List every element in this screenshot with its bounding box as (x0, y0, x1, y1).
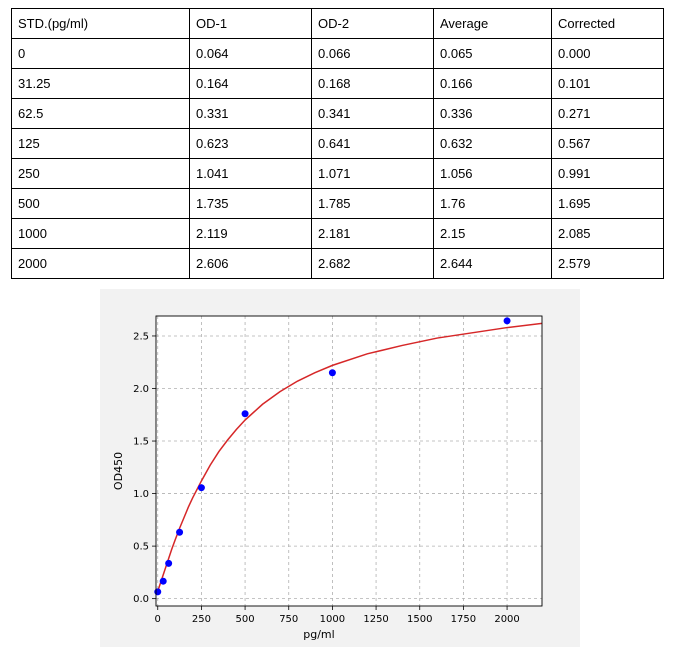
table-row: 0 0.064 0.066 0.065 0.000 (11, 38, 664, 69)
table-cell: OD-1 (189, 8, 312, 39)
table-cell: 2.119 (189, 218, 312, 249)
table-row: 500 1.735 1.785 1.76 1.695 (11, 188, 664, 219)
table-cell: 0.623 (189, 128, 312, 159)
table-cell: 0.164 (189, 68, 312, 99)
table-cell: 0.101 (551, 68, 664, 99)
table-cell: 0.341 (311, 98, 434, 129)
table-cell: 0.336 (433, 98, 552, 129)
table-cell: 2.15 (433, 218, 552, 249)
table-cell: 2.181 (311, 218, 434, 249)
table-cell: 2.579 (551, 248, 664, 279)
table-cell: 0.168 (311, 68, 434, 99)
table-cell: 2000 (11, 248, 190, 279)
table-cell: 1.785 (311, 188, 434, 219)
table-row: 250 1.041 1.071 1.056 0.991 (11, 158, 664, 189)
standard-curve-table: STD.(pg/ml) OD-1 OD-2 Average Corrected 0 0.06… (11, 8, 664, 279)
y-axis-label: OD450 (112, 452, 125, 490)
table-cell: STD.(pg/ml) (11, 8, 190, 39)
table-cell: 500 (11, 188, 190, 219)
table-cell: 1.735 (189, 188, 312, 219)
x-tick-label: 500 (236, 614, 255, 625)
x-tick-label: 250 (192, 614, 211, 625)
x-tick-label: 1250 (363, 614, 388, 625)
table-header-row: STD.(pg/ml) OD-1 OD-2 Average Corrected (11, 8, 664, 39)
y-tick-label: 2.0 (133, 384, 149, 395)
y-tick-label: 1.5 (133, 437, 149, 448)
table-cell: 1.695 (551, 188, 664, 219)
data-point (503, 317, 511, 325)
table-cell: 125 (11, 128, 190, 159)
table-cell: 0.641 (311, 128, 434, 159)
table-cell: 0.065 (433, 38, 552, 69)
table-cell: 0.567 (551, 128, 664, 159)
table-cell: 0.271 (551, 98, 664, 129)
x-tick-label: 750 (279, 614, 298, 625)
table-row: 62.5 0.331 0.341 0.336 0.271 (11, 98, 664, 129)
x-tick-label: 2000 (494, 614, 519, 625)
table-cell: 2.682 (311, 248, 434, 279)
x-tick-label: 1500 (407, 614, 432, 625)
table-cell: 0 (11, 38, 190, 69)
fit-curve-line (157, 322, 542, 592)
table-row: 2000 2.606 2.682 2.644 2.579 (11, 248, 664, 279)
data-point (241, 410, 249, 418)
data-point (197, 484, 205, 492)
table-cell: 0.331 (189, 98, 312, 129)
table-cell: 1.071 (311, 158, 434, 189)
x-tick-label: 1000 (320, 614, 345, 625)
data-point (154, 588, 162, 596)
table-row: 125 0.623 0.641 0.632 0.567 (11, 128, 664, 159)
y-tick-label: 1.0 (133, 489, 149, 500)
table-cell: 0.000 (551, 38, 664, 69)
table-cell: Corrected (551, 8, 664, 39)
x-axis-label: pg/ml (303, 628, 334, 641)
table-cell: 1.76 (433, 188, 552, 219)
chart-svg: 0 250 500 750 1000 1250 1500 1750 2000 0.0 0.5 1.0 1… (112, 315, 543, 641)
plot-frame (155, 315, 543, 607)
data-point (165, 559, 173, 567)
table-cell: Average (433, 8, 552, 39)
table-cell: 2.644 (433, 248, 552, 279)
table-cell: 31.25 (11, 68, 190, 99)
table-row: 31.25 0.164 0.168 0.166 0.101 (11, 68, 664, 99)
table-cell: 0.066 (311, 38, 434, 69)
y-tick-label: 0.0 (133, 594, 149, 605)
table-cell: 0.632 (433, 128, 552, 159)
y-tick-label: 2.5 (133, 331, 149, 342)
x-tick-label: 0 (155, 614, 161, 625)
data-point (176, 528, 184, 536)
table-cell: 0.166 (433, 68, 552, 99)
table-cell: 0.064 (189, 38, 312, 69)
table-cell: 250 (11, 158, 190, 189)
table-cell: 2.085 (551, 218, 664, 249)
table-cell: 1.041 (189, 158, 312, 189)
data-point (328, 369, 336, 377)
table-cell: 2.606 (189, 248, 312, 279)
table-cell: OD-2 (311, 8, 434, 39)
plot-area (156, 316, 542, 606)
x-tick-label: 1750 (451, 614, 476, 625)
table-row: 1000 2.119 2.181 2.15 2.085 (11, 218, 664, 249)
standard-curve-chart: 0 250 500 750 1000 1250 1500 1750 2000 0.0 0.5 1.0 1… (100, 289, 580, 647)
table-cell: 1.056 (433, 158, 552, 189)
y-tick-label: 0.5 (133, 542, 149, 553)
table-cell: 0.991 (551, 158, 664, 189)
data-point (159, 577, 167, 585)
table-cell: 1000 (11, 218, 190, 249)
table-cell: 62.5 (11, 98, 190, 129)
